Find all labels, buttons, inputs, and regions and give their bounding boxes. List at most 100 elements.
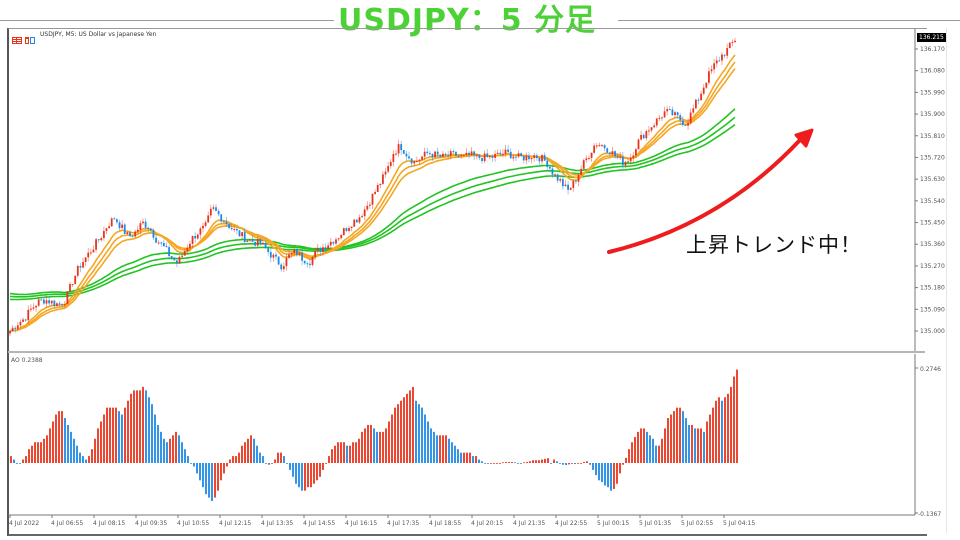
ao-bar: [208, 463, 210, 498]
ao-bar: [151, 404, 153, 463]
ao-bar: [274, 459, 276, 463]
candle-body: [564, 184, 567, 187]
candle-body: [293, 249, 296, 253]
chart-list-icon[interactable]: [12, 31, 22, 44]
moving-average-line: [9, 61, 736, 332]
candle-body: [528, 155, 530, 160]
price-tick-label: 135.810: [920, 133, 945, 140]
ao-bar: [733, 376, 735, 463]
ao-bar: [28, 449, 30, 463]
price-tick-label: 135.270: [920, 263, 945, 270]
ao-bar: [469, 452, 471, 463]
candle-body: [24, 319, 27, 321]
candle-body: [436, 151, 439, 155]
ao-bar: [433, 431, 435, 463]
ao-bar: [430, 428, 432, 463]
candle-body: [679, 115, 682, 121]
candle-body: [533, 155, 536, 159]
candle-body: [395, 153, 397, 155]
chart-window[interactable]: [7, 28, 927, 536]
ao-bar: [199, 463, 201, 481]
ao-bar: [100, 421, 102, 463]
candle-body: [554, 174, 556, 176]
ao-bar: [286, 463, 288, 464]
ao-bar: [481, 461, 483, 463]
candle-body: [337, 238, 340, 240]
candle-body: [376, 184, 379, 192]
ao-bar: [694, 428, 696, 463]
ao-bar: [148, 397, 150, 463]
candle-body: [588, 157, 590, 159]
candle-body: [95, 239, 97, 250]
candle-body: [16, 325, 19, 329]
ao-bar: [259, 452, 261, 463]
candle-body: [228, 224, 230, 229]
candle-body: [66, 291, 69, 305]
ao-bar: [52, 421, 54, 463]
candle-body: [61, 304, 64, 306]
time-axis-ticks: 4 Jul 2022 4 Jul 06:55 4 Jul 08:15 4 Jul 09…: [9, 515, 755, 527]
candle-body: [303, 260, 306, 264]
candle-body: [734, 40, 736, 43]
candle-body: [460, 155, 463, 157]
candle-body: [577, 174, 580, 182]
candle-body: [366, 205, 369, 210]
candle-body: [254, 241, 257, 246]
candle-body: [658, 117, 661, 119]
candle-body: [285, 257, 288, 267]
ao-bar: [616, 463, 618, 484]
ao-bar: [103, 414, 105, 463]
ao-bar: [424, 414, 426, 463]
ao-bar: [388, 421, 390, 463]
ao-bar: [382, 431, 384, 463]
candle-body: [275, 254, 277, 257]
ao-bar: [22, 459, 24, 463]
candle-body: [418, 159, 421, 162]
ao-bar: [373, 428, 375, 463]
ao-bar: [475, 456, 477, 463]
ao-bar: [346, 445, 348, 463]
candle-body: [713, 63, 716, 70]
ao-bar: [187, 456, 189, 463]
ao-bar: [544, 458, 546, 463]
candle-body: [69, 284, 71, 292]
candle-body: [697, 99, 700, 101]
ao-bar: [673, 411, 675, 463]
ao-bar: [334, 445, 336, 463]
ao-bar: [352, 442, 354, 463]
ao-bar: [712, 407, 714, 463]
ao-bar: [247, 438, 249, 463]
ao-bar: [196, 463, 198, 474]
ao-bar: [73, 438, 75, 463]
candle-body: [87, 252, 90, 258]
candle-body: [147, 227, 150, 229]
candle-body: [556, 174, 559, 181]
ao-bar: [49, 428, 51, 463]
time-tick-label: 4 Jul 06:55: [51, 520, 83, 527]
candle-body: [181, 255, 184, 257]
ao-bar: [520, 463, 522, 464]
ao-bar: [340, 442, 342, 463]
ao-bar: [562, 463, 564, 465]
ao-bar: [517, 463, 519, 464]
ao-bar: [67, 424, 69, 463]
candle-body: [668, 109, 671, 111]
ao-bar: [292, 463, 294, 477]
candle-body: [715, 60, 718, 64]
ao-bar: [280, 452, 282, 463]
ao-bar: [31, 445, 33, 463]
ao-bar: [337, 442, 339, 463]
chart-bars-icon[interactable]: [25, 31, 35, 44]
candle-body: [728, 42, 731, 49]
ao-bar: [604, 463, 606, 486]
candle-body: [572, 180, 575, 188]
candle-body: [468, 152, 470, 156]
candle-body: [650, 127, 653, 131]
candle-body: [121, 224, 124, 229]
ao-bar: [85, 459, 87, 463]
moving-average-line: [9, 54, 736, 332]
time-tick-label: 5 Jul 04:15: [723, 520, 755, 527]
page-title: USDJPY：5 分足: [338, 3, 597, 38]
ao-bar: [559, 463, 561, 464]
